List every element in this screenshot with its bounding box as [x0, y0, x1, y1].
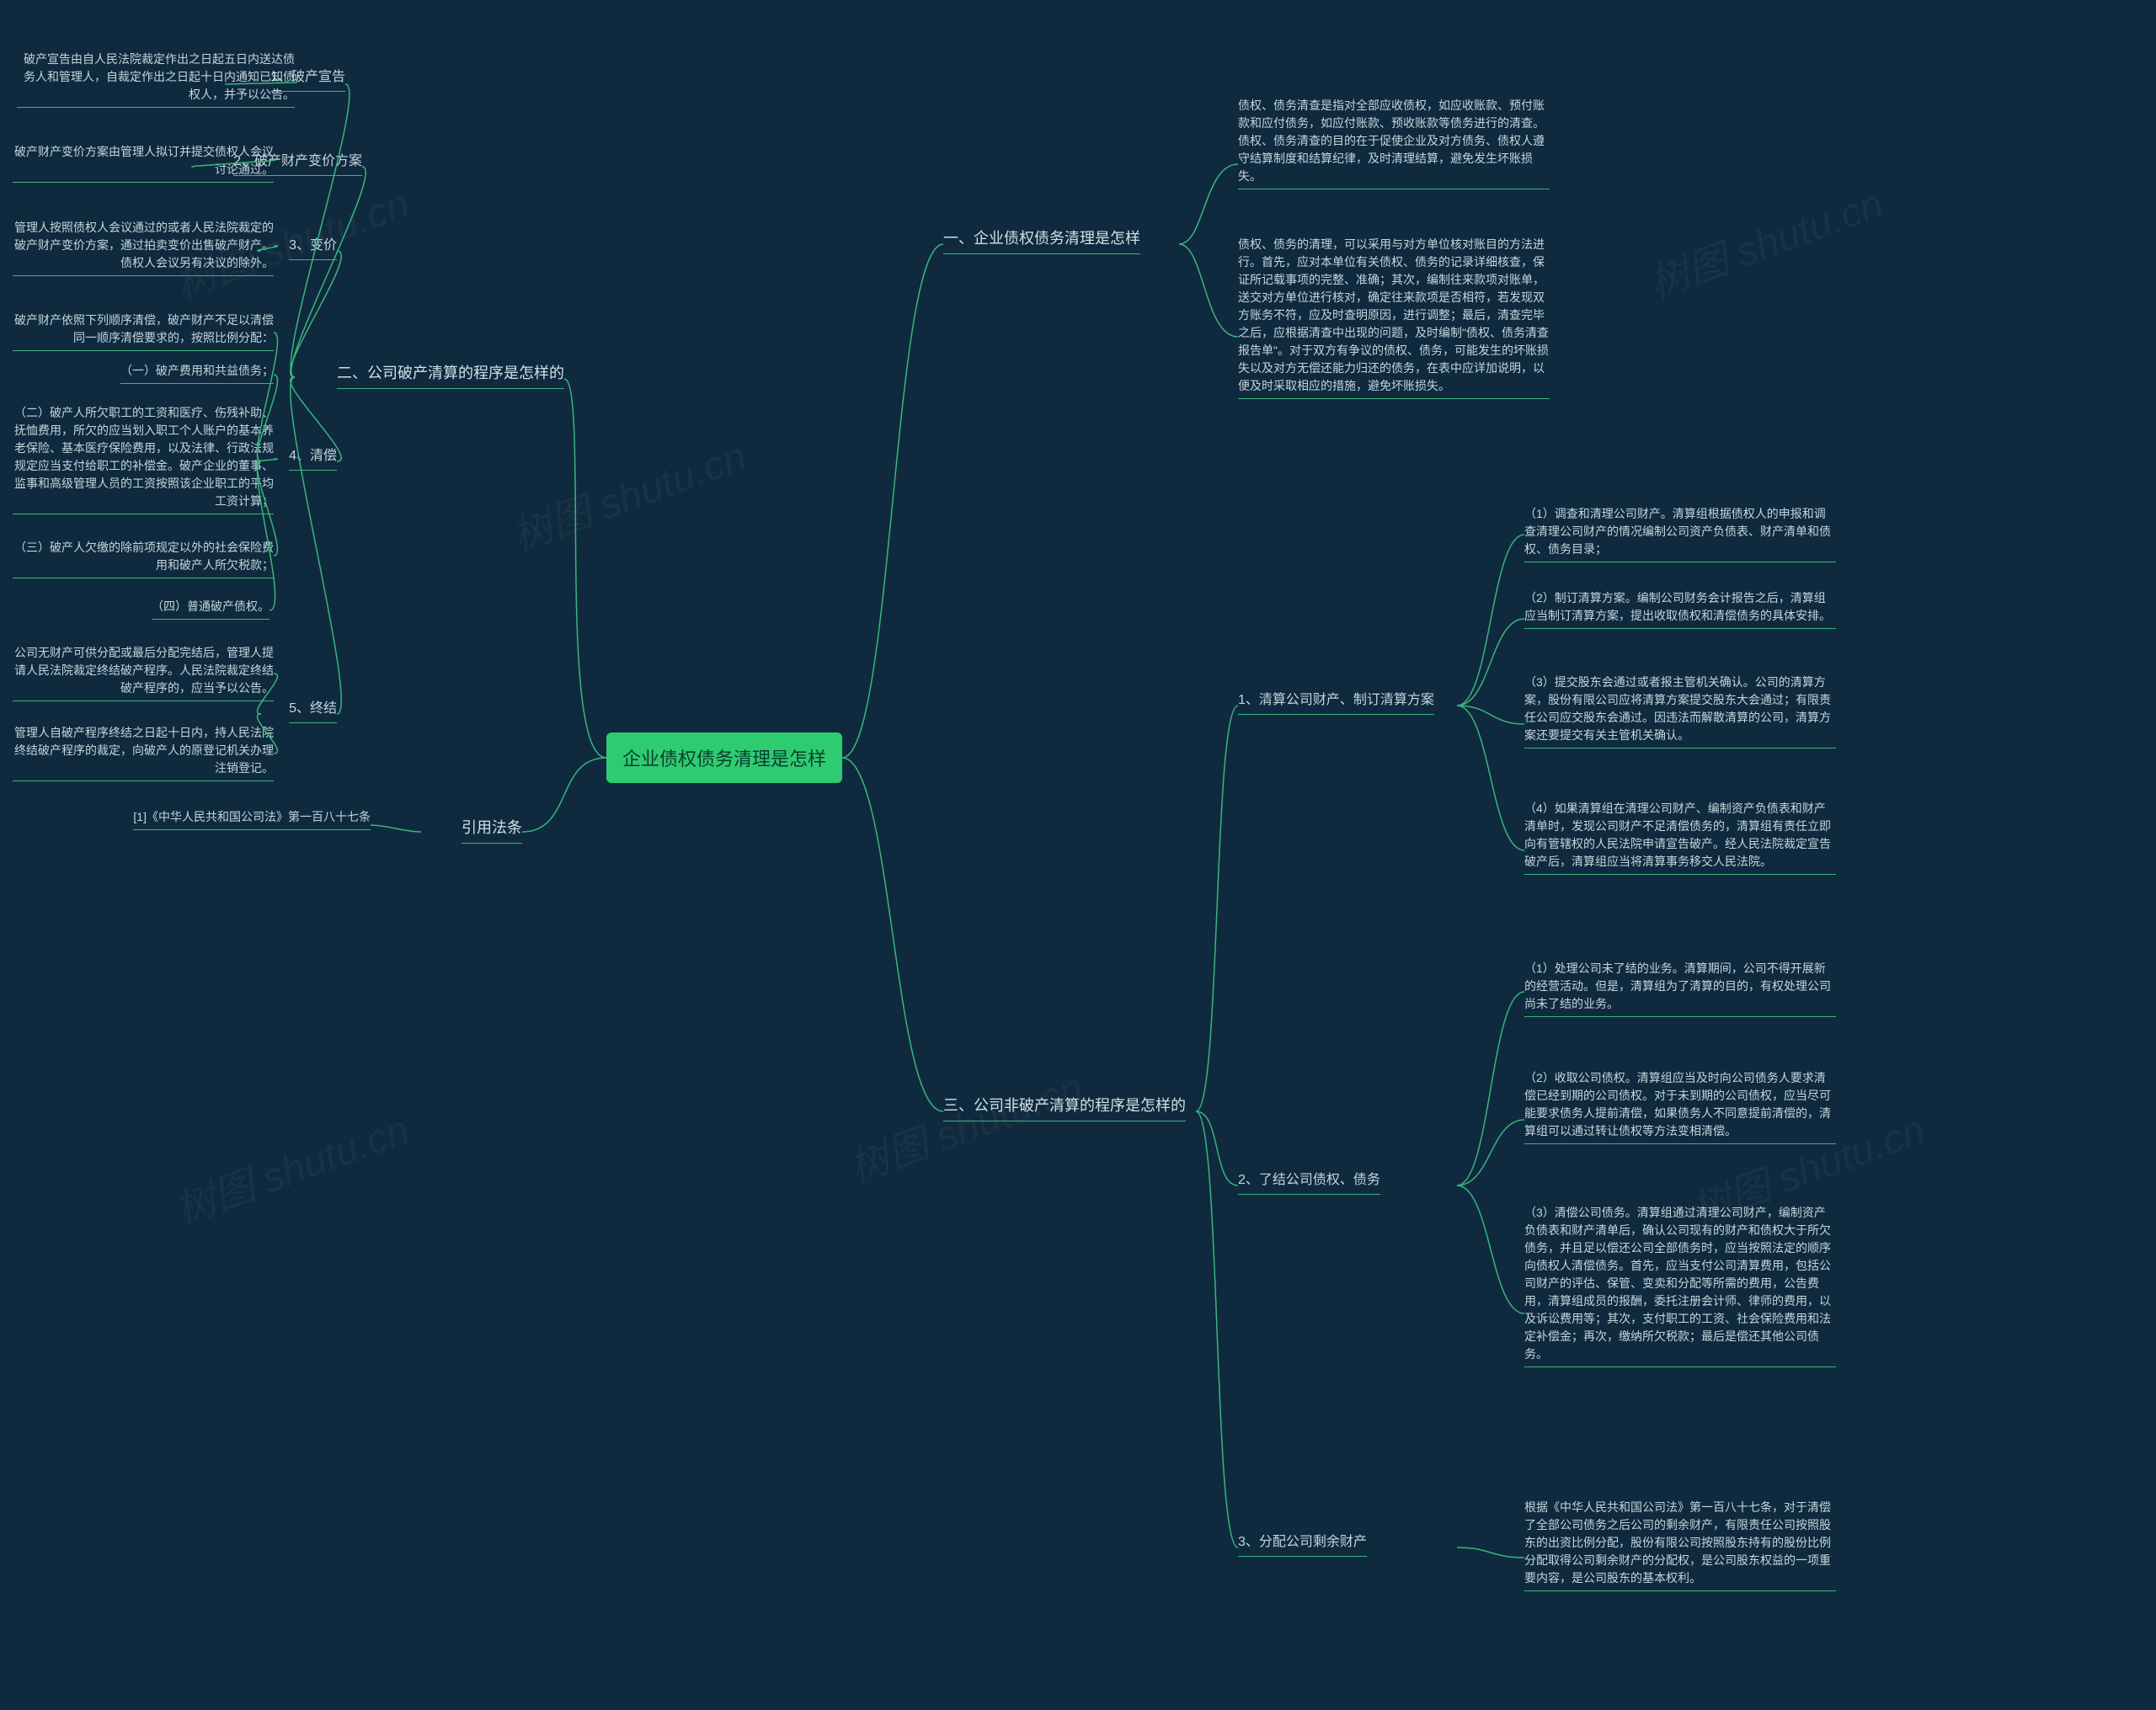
branch-2-s4-item-0: （一）破产费用和共益债务； [13, 362, 274, 384]
branch-3-s3-item-0: 根据《中华人民共和国公司法》第一百八十七条，对于清偿了全部公司债务之后公司的剩余… [1524, 1499, 1836, 1591]
branch-3-s1-item-0: （1）调查和清理公司财产。清算组根据债权人的申报和调查清理公司财产的情况编制公司… [1524, 505, 1836, 562]
law-title: 引用法条 [421, 817, 522, 844]
watermark: 树图 shutu.cn [503, 423, 753, 562]
branch-2-s1-desc: 破产宣告由自人民法院裁定作出之日起五日内送达债务人和管理人，自裁定作出之日起十日… [17, 51, 295, 108]
branch-2-s4-lead: 破产财产依照下列顺序清偿，破产财产不足以清偿同一顺序清偿要求的，按照比例分配： [13, 312, 274, 351]
branch-3-title: 三、公司非破产清算的程序是怎样的 [943, 1095, 1196, 1121]
root-node: 企业债权债务清理是怎样 [606, 732, 842, 783]
branch-3-s3-title: 3、分配公司剩余财产 [1238, 1532, 1457, 1557]
watermark: 树图 shutu.cn [840, 1054, 1090, 1193]
branch-3-s1-item-1: （2）制订清算方案。编制公司财务会计报告之后，清算组应当制订清算方案，提出收取债… [1524, 589, 1836, 629]
branch-1-title: 一、企业债权债务清理是怎样 [943, 227, 1179, 254]
watermark: 树图 shutu.cn [1640, 170, 1890, 309]
branch-1-item-1: 债权、债务的清理，可以采用与对方单位核对账目的方法进行。首先，应对本单位有关债权… [1238, 236, 1550, 399]
branch-2-s2-desc: 破产财产变价方案由管理人拟订并提交债权人会议讨论通过。 [13, 143, 274, 183]
branch-2-s5-item-1: 管理人自破产程序终结之日起十日内，持人民法院终结破产程序的裁定，向破产人的原登记… [13, 724, 274, 781]
branch-3-s1-item-3: （4）如果清算组在清理公司财产、编制资产负债表和财产清单时，发现公司财产不足清偿… [1524, 800, 1836, 875]
branch-2-s5-item-0: 公司无财产可供分配或最后分配完结后，管理人提请人民法院裁定终结破产程序。人民法院… [13, 644, 274, 701]
branch-2-s4-item-3: （四）普通破产债权。 [101, 598, 270, 620]
branch-2-s4-item-1: （二）破产人所欠职工的工资和医疗、伤残补助、抚恤费用，所欠的应当划入职工个人账户… [13, 404, 274, 514]
branch-2-s3-desc: 管理人按照债权人会议通过的或者人民法院裁定的破产财产变价方案，通过拍卖变价出售破… [13, 219, 274, 276]
branch-3-s2-item-1: （2）收取公司债权。清算组应当及时向公司债务人要求清偿已经到期的公司债权。对于未… [1524, 1069, 1836, 1144]
branch-2-s4-item-2: （三）破产人欠缴的除前项规定以外的社会保险费用和破产人所欠税款； [13, 539, 274, 578]
branch-1-item-0: 债权、债务清查是指对全部应收债权，如应收账款、预付账款和应付债务，如应付账款、预… [1238, 97, 1550, 189]
branch-3-s2-title: 2、了结公司债权、债务 [1238, 1170, 1457, 1195]
branch-3-s2-item-2: （3）清偿公司债务。清算组通过清理公司财产，编制资产负债表和财产清单后，确认公司… [1524, 1204, 1836, 1367]
branch-3-s2-item-0: （1）处理公司未了结的业务。清算期间，公司不得开展新的经营活动。但是，清算组为了… [1524, 960, 1836, 1017]
law-item: [1]《中华人民共和国公司法》第一百八十七条 [93, 808, 371, 830]
branch-2-s5-title: 5、终结 [261, 699, 337, 723]
branch-3-s1-item-2: （3）提交股东会通过或者报主管机关确认。公司的清算方案，股份有限公司应将清算方案… [1524, 674, 1836, 748]
branch-2-title: 二、公司破产清算的程序是怎样的 [295, 362, 564, 389]
branch-3-s1-title: 1、清算公司财产、制订清算方案 [1238, 690, 1457, 715]
watermark: 树图 shutu.cn [166, 1096, 416, 1235]
